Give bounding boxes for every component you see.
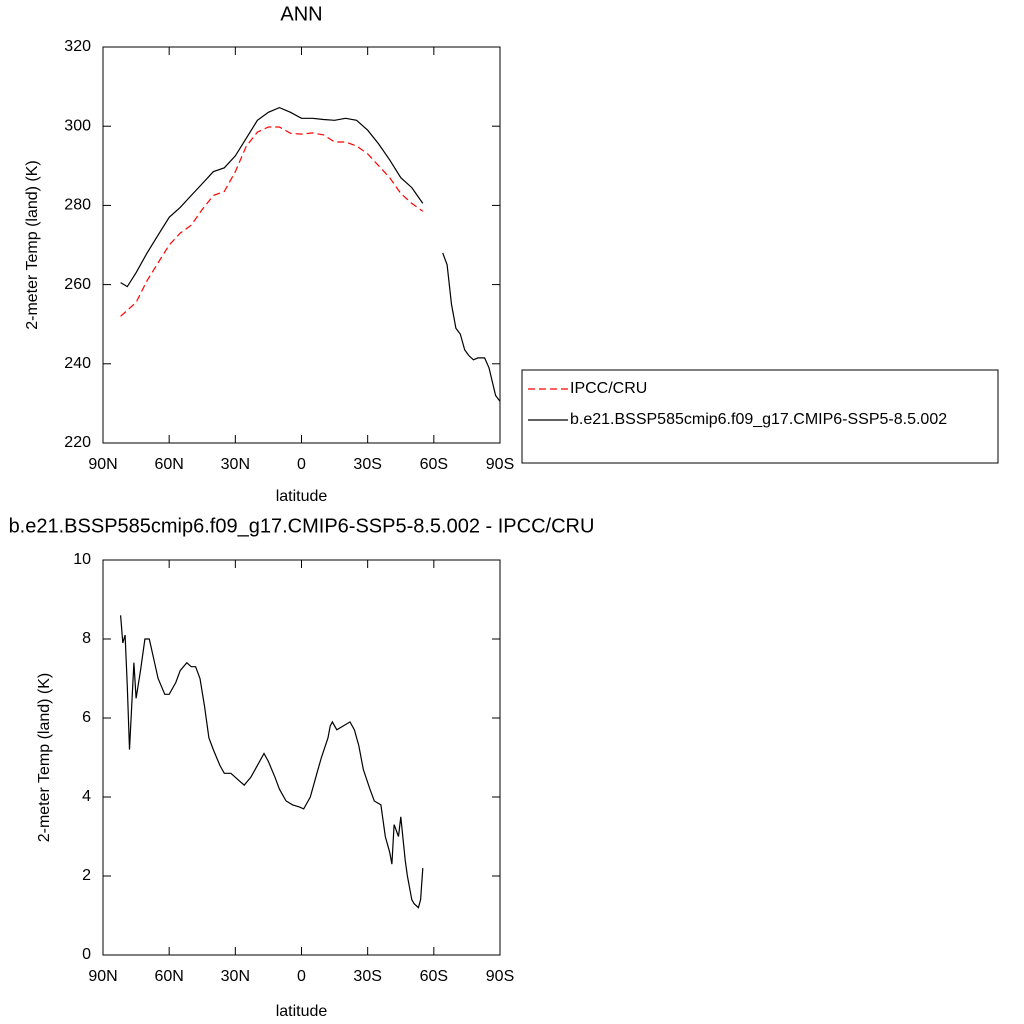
y-tick-label: 320 <box>64 38 91 55</box>
x-tick-label: 90N <box>88 968 117 985</box>
y-axis-label: 2-meter Temp (land) (K) <box>24 160 41 330</box>
legend-label: b.e21.BSSP585cmip6.f09_g17.CMIP6-SSP5-8.… <box>570 411 947 428</box>
plot-frame <box>102 46 501 444</box>
data-line <box>120 106 501 402</box>
y-tick-label: 8 <box>82 630 91 647</box>
x-tick-label: 90N <box>88 456 117 473</box>
x-tick-label: 60S <box>420 968 448 985</box>
x-tick-label: 60S <box>420 456 448 473</box>
x-tick-label: 60N <box>154 968 183 985</box>
y-tick-label: 240 <box>64 355 91 372</box>
chart-title: ANN <box>280 3 322 25</box>
y-tick-label: 0 <box>82 946 91 963</box>
plot-frame <box>102 559 501 956</box>
x-tick-label: 90S <box>486 968 514 985</box>
y-tick-label: 2 <box>82 867 91 884</box>
x-tick-label: 30N <box>221 456 250 473</box>
chart-title: b.e21.BSSP585cmip6.f09_g17.CMIP6-SSP5-8.… <box>9 515 595 537</box>
x-tick-label: 90S <box>486 456 514 473</box>
y-tick-label: 4 <box>82 788 91 805</box>
y-tick-label: 220 <box>64 434 91 451</box>
data-line <box>120 615 424 909</box>
x-axis-label: latitude <box>276 488 328 505</box>
x-tick-label: 60N <box>154 456 183 473</box>
y-tick-label: 6 <box>82 709 91 726</box>
legend-box <box>521 369 999 464</box>
x-tick-label: 30S <box>353 968 381 985</box>
legend-label: IPCC/CRU <box>570 380 647 397</box>
y-axis-label: 2-meter Temp (land) (K) <box>36 673 53 843</box>
data-line <box>120 126 424 317</box>
x-axis-label: latitude <box>276 1003 328 1020</box>
y-tick-label: 300 <box>64 117 91 134</box>
x-tick-label: 30N <box>221 968 250 985</box>
chart-panel: ANN latitude 2-meter Temp (land) (K) 220 240… <box>24 3 999 505</box>
x-tick-label: 30S <box>353 456 381 473</box>
x-tick-label: 0 <box>297 968 306 985</box>
x-tick-label: 0 <box>297 456 306 473</box>
chart-panel: b.e21.BSSP585cmip6.f09_g17.CMIP6-SSP5-8.… <box>9 515 595 1020</box>
y-tick-label: 260 <box>64 276 91 293</box>
y-tick-label: 10 <box>73 551 91 568</box>
y-tick-label: 280 <box>64 197 91 214</box>
